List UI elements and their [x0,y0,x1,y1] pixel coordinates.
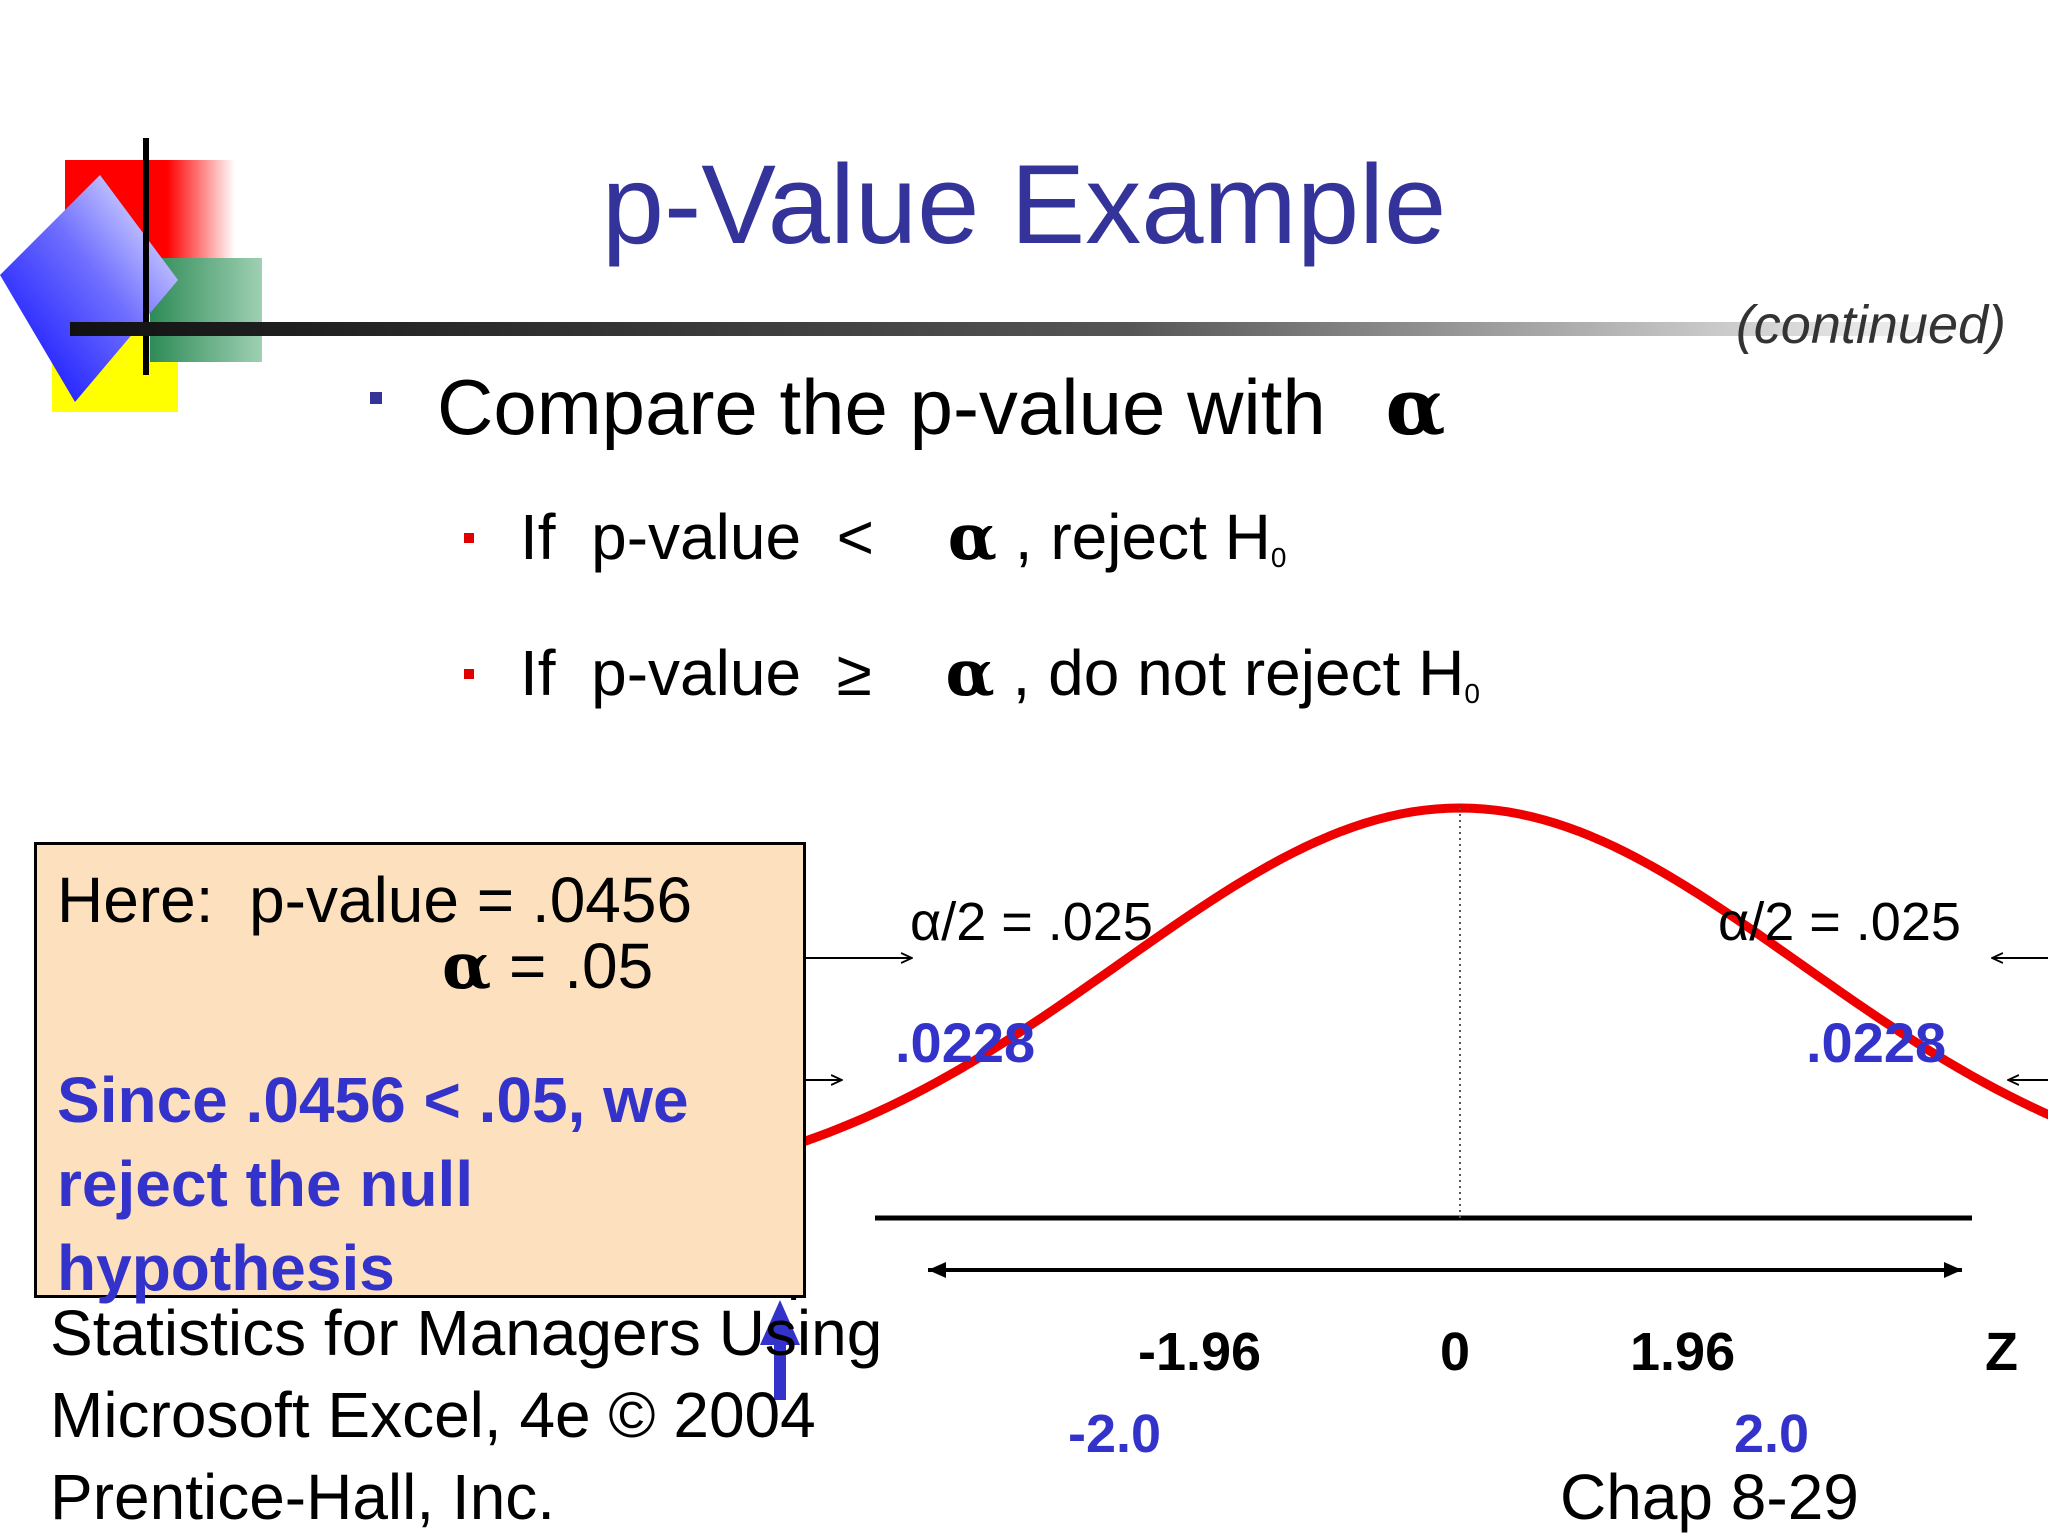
continued-label: (continued) [1735,295,2006,355]
sub-bullet-not-reject: If p-value ≥ α , do not reject H0 [520,636,1480,711]
conclusion-box: Here: p-value = .0456 α = .05 Since .045… [34,842,806,1304]
alpha-symbol: α [442,929,492,1004]
alpha-value: = .05 [491,930,654,1002]
conclusion-line-1: Since .0456 < .05, we [57,1064,689,1136]
tick-label-zero: 0 [1440,1322,1470,1382]
tick-label-neg196: -1.96 [1138,1322,1261,1382]
pvalue-line: Here: p-value = .0456 [57,864,693,936]
main-bullet: Compare the p-value with α [437,362,1445,453]
alpha-symbol: α [1385,362,1446,453]
tail-area-label-right: .0228 [1806,1011,1946,1074]
footer-line-1: Statistics for Managers Using [50,1297,883,1369]
chapter-label: Chap 8-29 [1560,1461,1859,1533]
sub-bullet-text: If p-value < [520,501,874,573]
subscript-zero: 0 [1270,542,1287,573]
sub-bullet-reject: If p-value < α , reject H0 [520,500,1286,575]
alpha-line: α = .05 [442,929,653,1004]
test-stat-label-left: -2.0 [1068,1404,1161,1464]
critical-label-left: α/2 = .025 [910,892,1153,952]
critical-label-right: α/2 = .025 [1718,892,1961,952]
tail-area-label-left: .0228 [895,1011,1035,1074]
conclusion-line-2: reject the null [57,1148,474,1220]
conclusion-line-3: hypothesis [57,1232,395,1304]
sub-bullet-text: If p-value ≥ [520,637,872,709]
bullet-marker [464,669,474,679]
main-bullet-text: Compare the p-value with [437,363,1326,451]
axis-label-z: Z [1985,1322,2018,1382]
test-stat-label-right: 2.0 [1734,1404,1809,1464]
tick-label-pos196: 1.96 [1630,1322,1735,1382]
sub-bullet-text: , do not reject H [1012,637,1465,709]
bullet-marker [464,533,474,543]
title-divider [70,322,1990,336]
alpha-symbol: α [945,636,995,711]
slide-title: p-Value Example [601,142,1447,267]
subscript-zero: 0 [1464,678,1480,709]
alpha-symbol: α [947,500,997,575]
bullet-marker [370,392,382,404]
sub-bullet-text: , reject H [1014,501,1271,573]
footer-line-3: Prentice-Hall, Inc. [50,1461,556,1533]
test-stat-arrow-left-head [760,1300,800,1345]
footer-line-2: Microsoft Excel, 4e © 2004 [50,1379,816,1451]
